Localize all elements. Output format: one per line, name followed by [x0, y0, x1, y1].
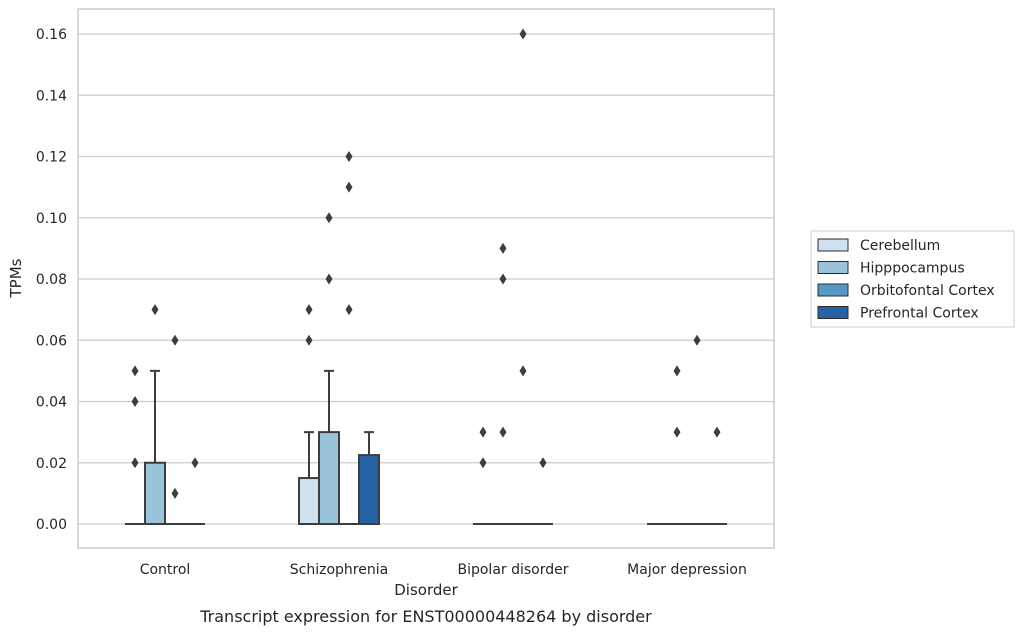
box [533, 457, 553, 525]
box [318, 212, 340, 525]
outlier-point [693, 334, 701, 346]
x-tick-labels: Control Schizophrenia Bipolar disorder Majo… [140, 562, 747, 578]
series-2 [165, 28, 707, 525]
legend-swatch [817, 261, 849, 274]
outlier-point [171, 334, 179, 346]
y-tick-label: 0.04 [36, 395, 67, 411]
y-tick-label: 0.14 [36, 88, 67, 104]
outlier-point [673, 365, 681, 377]
x-tick-label: Schizophrenia [290, 562, 388, 578]
outlier-point [499, 426, 507, 438]
outlier-point [171, 487, 179, 499]
box [165, 334, 185, 525]
outlier-point [325, 273, 333, 285]
y-tick-labels: 0.00 0.02 0.04 0.06 0.08 0.10 0.12 0.14 0.16 [36, 27, 67, 533]
legend: Cerebellum Hipppocampus Orbitofontal Corte… [810, 230, 1015, 328]
box [298, 304, 320, 525]
outlier-point [519, 28, 527, 40]
outlier-point [499, 273, 507, 285]
legend-label: Hipppocampus [860, 261, 965, 277]
legend-swatch [817, 238, 849, 252]
y-tick-label: 0.08 [36, 272, 67, 288]
y-tick-label: 0.00 [36, 517, 67, 533]
y-tick-label: 0.10 [36, 211, 67, 227]
outlier-point [305, 334, 313, 346]
box [125, 365, 145, 525]
box [339, 151, 359, 525]
x-tick-label: Control [140, 562, 191, 578]
outlier-point [131, 396, 139, 407]
box-rect [144, 461, 166, 525]
legend-label: Orbitofontal Cortex [860, 283, 995, 299]
box [358, 431, 380, 525]
box [473, 426, 493, 525]
outlier-point [305, 304, 313, 316]
outlier-point [325, 212, 333, 224]
legend-label: Prefrontal Cortex [860, 306, 979, 322]
outlier-point [345, 181, 353, 193]
box-rect [298, 477, 320, 525]
outlier-point [345, 151, 353, 162]
outlier-point [713, 426, 721, 438]
y-tick-label: 0.06 [36, 333, 67, 349]
outlier-point [539, 457, 547, 469]
box [144, 304, 166, 525]
box [493, 242, 513, 525]
outlier-point [131, 365, 139, 377]
series-1 [144, 212, 687, 525]
outlier-point [479, 426, 487, 438]
outlier-point [499, 242, 507, 254]
x-axis-title: Disorder [394, 581, 458, 599]
outlier-point [519, 365, 527, 377]
outlier-point [345, 304, 353, 316]
outlier-point [479, 457, 487, 469]
box-rect [358, 454, 380, 525]
plot-frame [77, 8, 775, 549]
legend-swatch [817, 306, 849, 319]
box [185, 457, 205, 525]
outlier-point [151, 304, 159, 316]
y-tick-label: 0.12 [36, 150, 67, 166]
box [687, 334, 707, 525]
box [707, 426, 727, 525]
box [513, 28, 533, 525]
chart-caption: Transcript expression for ENST0000044826… [199, 607, 652, 626]
x-tick-label: Bipolar disorder [457, 562, 568, 578]
legend-label: Cerebellum [860, 238, 940, 254]
series-0 [125, 304, 667, 525]
y-tick-label: 0.02 [36, 456, 67, 472]
series-3 [185, 426, 727, 525]
outlier-point [191, 457, 199, 469]
outlier-point [673, 426, 681, 438]
box-rect [318, 431, 340, 525]
outlier-point [131, 457, 139, 469]
x-tick-label: Major depression [627, 562, 747, 578]
y-tick-label: 0.16 [36, 27, 67, 43]
box-series [125, 28, 727, 525]
legend-swatch [817, 283, 849, 297]
y-axis-title: TPMs [7, 258, 25, 298]
box [667, 365, 687, 525]
